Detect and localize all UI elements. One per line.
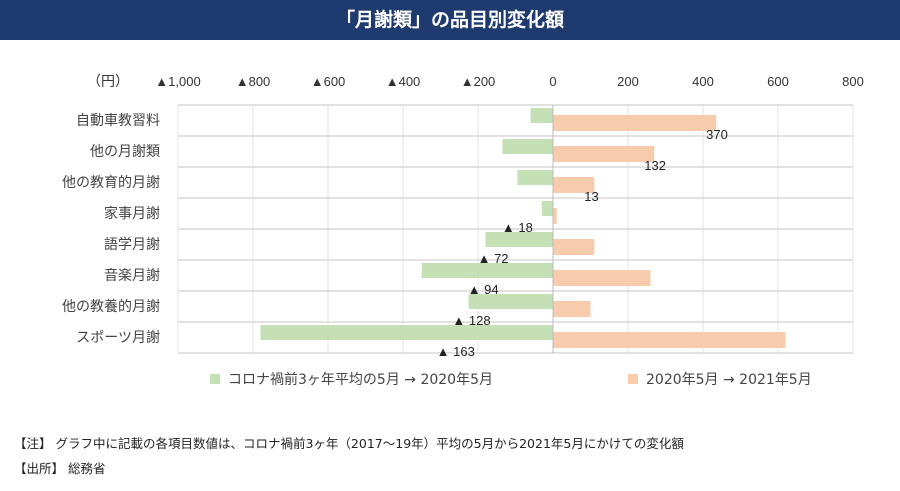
category-label: 他の教育的月謝 bbox=[62, 175, 160, 191]
category-label: スポーツ月謝 bbox=[76, 330, 160, 346]
x-tick-label: ▲600 bbox=[311, 74, 346, 89]
data-label: 13 bbox=[584, 189, 598, 204]
category-label: 音楽月謝 bbox=[104, 267, 160, 284]
legend-label: 2020年5月 → 2021年5月 bbox=[646, 372, 812, 388]
data-label: ▲ 128 bbox=[452, 313, 490, 328]
bar-chart: ▲1,000 ▲800 ▲600 ▲400 ▲200 0 200 400 600 800 （円） 自動… bbox=[62, 74, 864, 388]
x-tick-label: ▲1,000 bbox=[155, 74, 200, 89]
bar-green bbox=[530, 108, 553, 123]
x-tick-label: 0 bbox=[549, 74, 556, 89]
category-label: 家事月謝 bbox=[104, 205, 160, 222]
bar-orange bbox=[553, 208, 557, 224]
bar-orange bbox=[553, 177, 595, 193]
bar-green bbox=[485, 232, 553, 247]
chart-title: 「月謝類」の品目別変化額 bbox=[0, 0, 900, 40]
category-label: 語学月謝 bbox=[104, 237, 160, 253]
bar-green bbox=[468, 294, 553, 309]
bar-orange bbox=[553, 301, 591, 317]
bar-orange bbox=[553, 332, 786, 348]
data-label: 132 bbox=[644, 158, 666, 173]
chart-note: 【注】 グラフ中に記載の各項目数値は、コロナ禍前3ヶ年（2017〜19年）平均の… bbox=[14, 436, 684, 451]
x-tick-label: ▲200 bbox=[461, 74, 496, 89]
x-tick-label: ▲400 bbox=[386, 74, 421, 89]
legend-swatch-orange bbox=[628, 374, 638, 384]
x-tick-label: 800 bbox=[842, 74, 864, 89]
data-label: 370 bbox=[706, 127, 728, 142]
bar-green bbox=[541, 201, 553, 216]
bar-green bbox=[421, 263, 553, 278]
legend-swatch-green bbox=[210, 374, 220, 384]
legend-label: コロナ禍前3ヶ年平均の5月 → 2020年5月 bbox=[228, 371, 493, 388]
bar-orange bbox=[553, 270, 651, 286]
unit-label: （円） bbox=[87, 74, 129, 90]
category-label: 他の月謝類 bbox=[90, 144, 160, 160]
category-label: 他の教養的月謝 bbox=[62, 298, 160, 315]
bar-green bbox=[502, 139, 553, 154]
x-tick-label: 200 bbox=[617, 74, 639, 89]
x-tick-label: 400 bbox=[692, 74, 714, 89]
bar-green bbox=[517, 170, 553, 185]
data-label: ▲ 163 bbox=[437, 344, 475, 359]
data-label: ▲ 18 bbox=[502, 220, 533, 235]
x-tick-label: 600 bbox=[767, 74, 789, 89]
data-label: ▲ 72 bbox=[478, 251, 509, 266]
bar-orange bbox=[553, 146, 655, 162]
bar-green bbox=[260, 325, 553, 340]
chart-source: 【出所】 総務省 bbox=[14, 461, 106, 476]
bar-orange bbox=[553, 115, 717, 131]
bar-orange bbox=[553, 239, 595, 255]
x-tick-label: ▲800 bbox=[236, 74, 271, 89]
category-label: 自動車教習料 bbox=[76, 112, 160, 129]
data-label: ▲ 94 bbox=[468, 282, 499, 297]
